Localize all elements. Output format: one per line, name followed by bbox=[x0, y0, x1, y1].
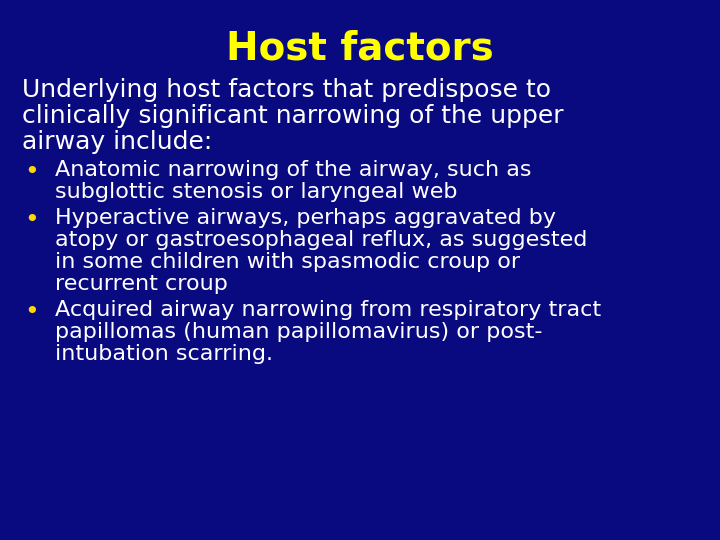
Text: Anatomic narrowing of the airway, such as: Anatomic narrowing of the airway, such a… bbox=[55, 160, 531, 180]
Text: in some children with spasmodic croup or: in some children with spasmodic croup or bbox=[55, 252, 520, 272]
Text: subglottic stenosis or laryngeal web: subglottic stenosis or laryngeal web bbox=[55, 182, 457, 202]
Text: •: • bbox=[24, 208, 39, 232]
Text: clinically significant narrowing of the upper: clinically significant narrowing of the … bbox=[22, 104, 564, 128]
Text: airway include:: airway include: bbox=[22, 130, 212, 154]
Text: •: • bbox=[24, 300, 39, 324]
Text: atopy or gastroesophageal reflux, as suggested: atopy or gastroesophageal reflux, as sug… bbox=[55, 230, 588, 250]
Text: Host factors: Host factors bbox=[226, 30, 494, 68]
Text: Underlying host factors that predispose to: Underlying host factors that predispose … bbox=[22, 78, 551, 102]
Text: recurrent croup: recurrent croup bbox=[55, 274, 228, 294]
Text: Acquired airway narrowing from respiratory tract: Acquired airway narrowing from respirato… bbox=[55, 300, 601, 320]
Text: •: • bbox=[24, 160, 39, 184]
Text: papillomas (human papillomavirus) or post-: papillomas (human papillomavirus) or pos… bbox=[55, 322, 542, 342]
Text: Hyperactive airways, perhaps aggravated by: Hyperactive airways, perhaps aggravated … bbox=[55, 208, 556, 228]
Text: intubation scarring.: intubation scarring. bbox=[55, 344, 273, 364]
